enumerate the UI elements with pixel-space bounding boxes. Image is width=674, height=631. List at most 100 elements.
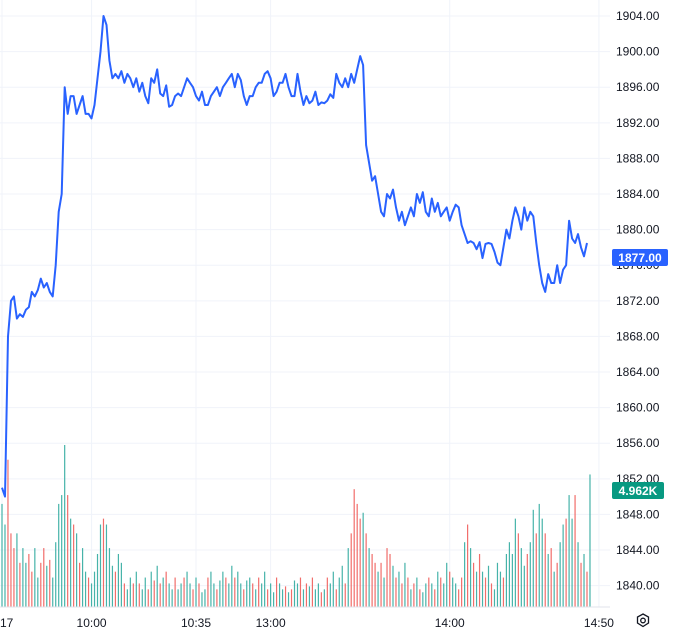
volume-bar	[156, 565, 158, 607]
volume-bar	[79, 562, 81, 607]
volume-bar	[568, 495, 570, 607]
volume-bar	[7, 459, 9, 607]
volume-bar	[544, 533, 546, 607]
volume-bar	[216, 589, 218, 607]
volume-bar	[577, 542, 579, 607]
price-line	[1, 15, 588, 498]
volume-bar	[162, 577, 164, 607]
volume-bar	[270, 583, 272, 607]
volume-bar	[505, 553, 508, 607]
volume-bar	[413, 583, 415, 607]
volume-bar	[81, 548, 84, 607]
last-price-label: 1877.00	[618, 251, 662, 265]
volume-bar	[550, 548, 552, 607]
volume-bar	[144, 577, 146, 607]
volume-bar	[553, 571, 555, 607]
volume-bar	[586, 571, 588, 607]
volume-bar	[258, 577, 260, 607]
volume-bar	[49, 559, 51, 607]
time-axis[interactable]: 17 10:00 10:35 13:00 14:00 14:50	[0, 616, 614, 630]
volume-bar	[404, 562, 406, 607]
volume-bar	[541, 518, 543, 607]
volume-bar	[428, 577, 430, 607]
volume-bar	[481, 571, 484, 607]
volume-bar	[589, 474, 591, 607]
volume-bar	[141, 589, 143, 607]
volume-bar	[583, 553, 585, 607]
volume-bar	[335, 589, 337, 607]
volume-bar	[440, 577, 442, 607]
volume-bar	[377, 571, 379, 607]
volume-bar	[46, 565, 48, 607]
volume-bar	[571, 518, 573, 607]
volume-bar	[425, 583, 427, 607]
volume-bar	[195, 577, 197, 607]
time-tick-label: 10:00	[77, 616, 107, 630]
volume-bar	[484, 577, 487, 607]
volume-bar	[123, 583, 125, 607]
volume-bar	[234, 577, 236, 607]
volume-bar	[299, 577, 302, 607]
volume-bar	[493, 589, 496, 607]
volume-bar	[87, 577, 90, 607]
volume-bar	[410, 589, 412, 607]
volume-bar	[580, 562, 582, 607]
price-tick-label: 1880.00	[616, 223, 660, 237]
volume-bar	[407, 577, 409, 607]
volume-bar	[281, 589, 284, 607]
volume-bar	[159, 583, 161, 607]
volume-bar	[138, 583, 140, 607]
volume-bar	[168, 583, 170, 607]
volume-bar	[374, 562, 376, 607]
volume-bar	[517, 533, 519, 607]
volume-bar	[455, 583, 457, 607]
volume-bar	[129, 577, 131, 607]
volume-bar	[198, 583, 200, 607]
volume-bar	[73, 524, 75, 607]
volume-bar	[529, 542, 531, 607]
volume-bar	[526, 553, 528, 607]
volume-bar	[287, 592, 290, 607]
volume-bar	[186, 571, 188, 607]
volume-bar	[538, 503, 540, 607]
volume-bar	[55, 542, 57, 607]
volume-bar	[449, 571, 451, 607]
volume-bar	[338, 577, 340, 607]
volume-bar	[261, 583, 263, 607]
volume-bar	[13, 548, 15, 607]
volume-bar	[201, 592, 203, 607]
time-tick-label: 14:00	[435, 616, 465, 630]
volume-bar	[464, 542, 466, 607]
volume-bar	[189, 583, 191, 607]
volume-bar	[487, 565, 490, 607]
volume-bar	[437, 571, 439, 607]
volume-bar	[422, 592, 424, 607]
volume-bar	[478, 553, 481, 607]
volume-bar	[452, 577, 454, 607]
volume-bar	[40, 562, 42, 607]
volume-bar	[532, 509, 534, 607]
volume-bar	[1, 503, 3, 607]
settings-gear-icon[interactable]	[634, 612, 652, 630]
volume-bar	[278, 583, 281, 607]
volume-bar	[350, 533, 352, 607]
volume-bar	[341, 565, 343, 607]
volume-bar	[323, 589, 325, 607]
volume-bar	[514, 518, 516, 607]
volume-bar	[177, 589, 179, 607]
volume-bar	[353, 489, 355, 607]
volume-bar	[96, 553, 99, 607]
volume-bar	[275, 577, 278, 607]
time-tick-label: 17	[0, 616, 14, 630]
volume-bar	[520, 548, 522, 607]
time-tick-label: 13:00	[256, 616, 286, 630]
volume-bar	[153, 580, 155, 607]
volume-bar	[135, 571, 137, 607]
price-tick-label: 1848.00	[616, 507, 660, 521]
volume-bar	[192, 589, 194, 607]
volume-bar	[365, 533, 367, 607]
volume-bar	[120, 562, 122, 607]
volume-bar	[19, 562, 21, 607]
volume-bar	[359, 518, 361, 607]
